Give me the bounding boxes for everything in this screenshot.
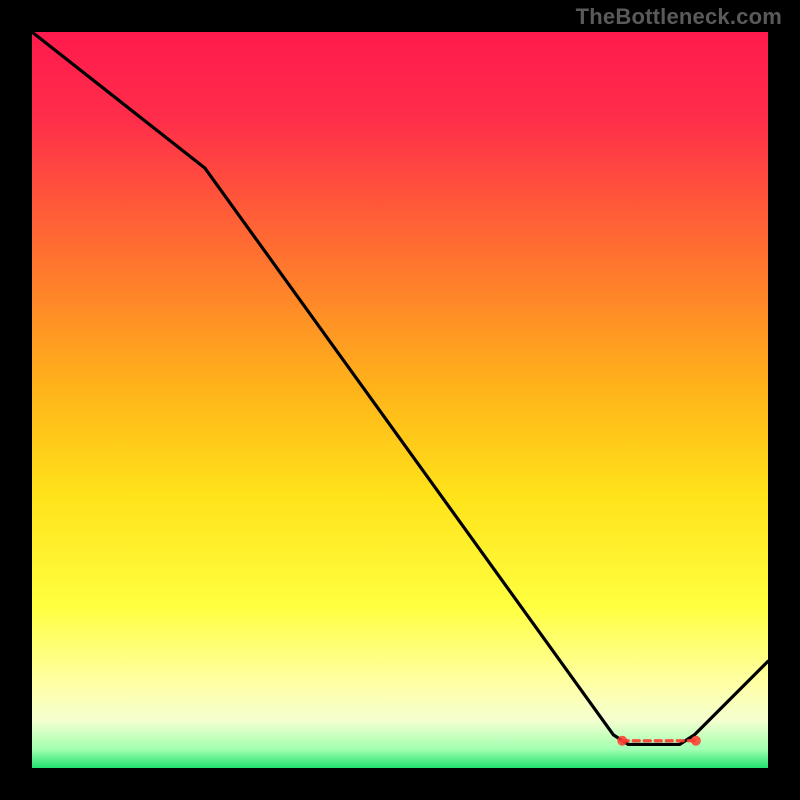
gradient-line-chart [0,0,800,800]
watermark-text: TheBottleneck.com [576,4,782,30]
chart-gradient-bg [32,32,768,768]
trough-endcap-right [691,736,701,746]
trough-endcap-left [617,736,627,746]
chart-container: TheBottleneck.com [0,0,800,800]
